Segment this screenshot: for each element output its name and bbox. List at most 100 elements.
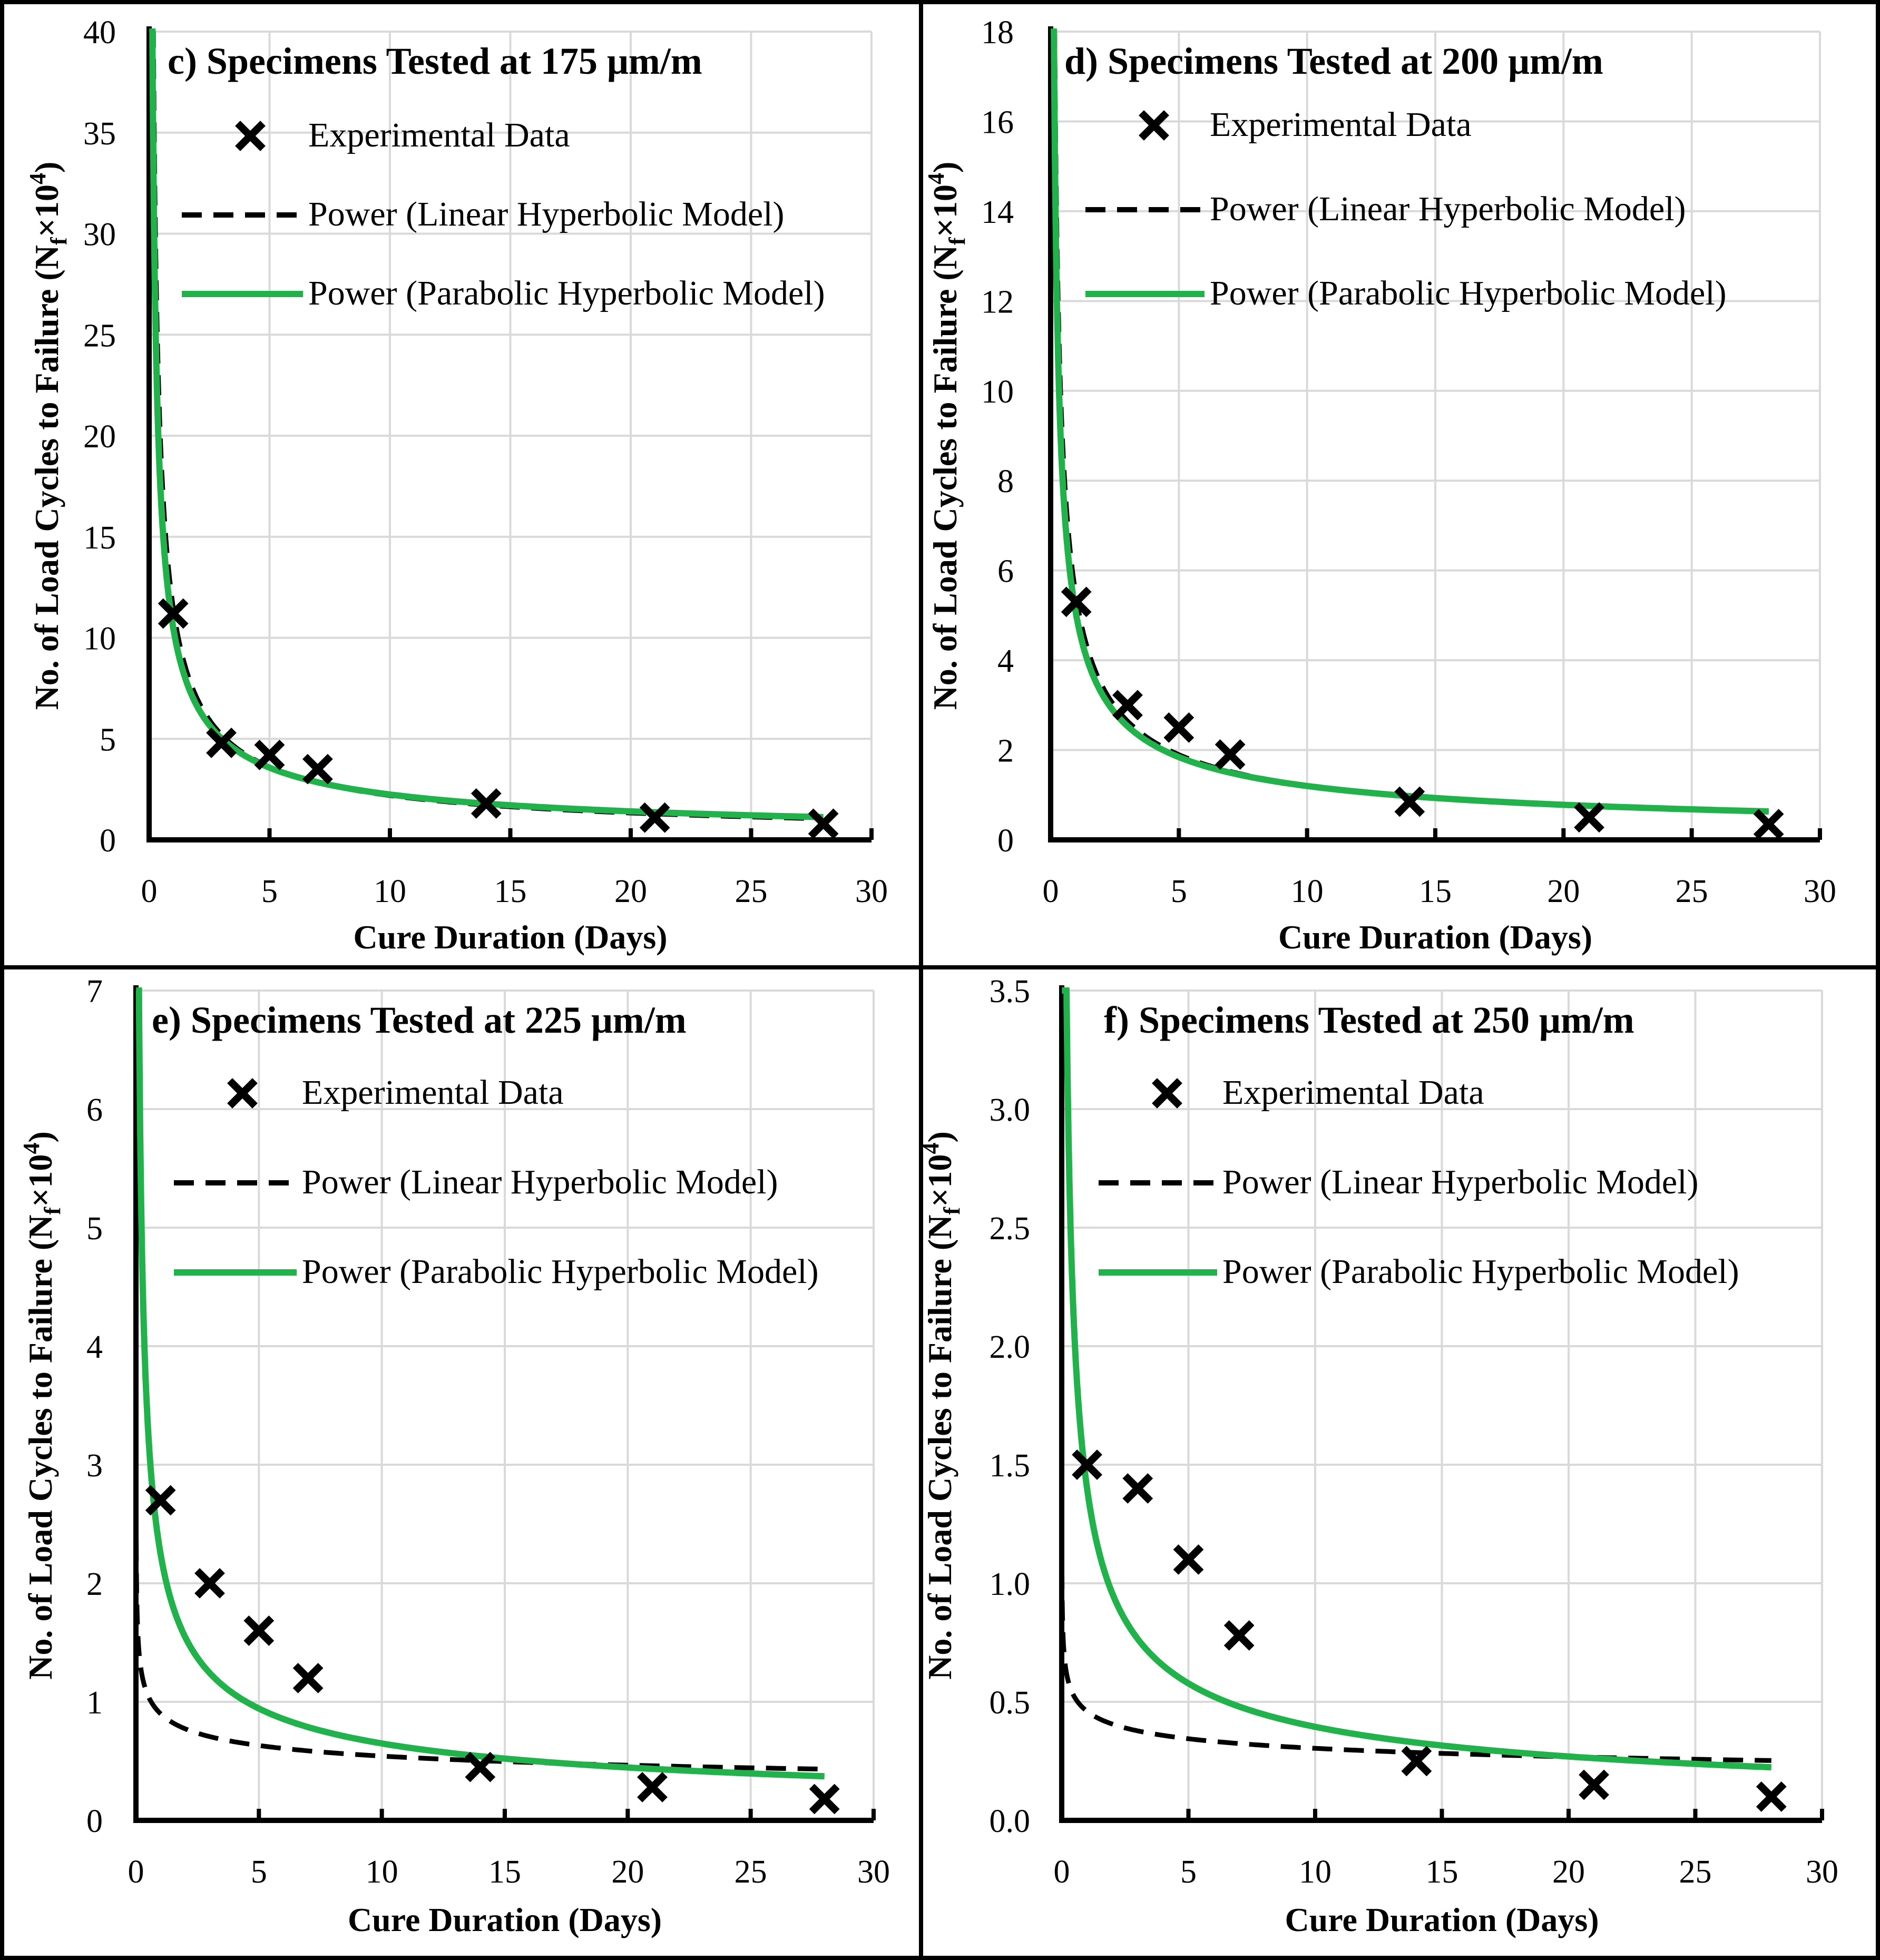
- linear-hyperbolic-fit-line: [133, 1478, 825, 1772]
- y-axis-title-superscript: 4: [923, 173, 949, 184]
- parabolic-hyperbolic-fit-line: [1062, 987, 1772, 1771]
- x-tick-label: 15: [494, 874, 527, 909]
- experimental-point: [158, 598, 189, 629]
- x-marker-stroke-b: [254, 740, 285, 770]
- x-marker-icon: [235, 121, 266, 151]
- y-tick-label: 1.5: [990, 1448, 1031, 1484]
- x-tick-label: 30: [855, 874, 888, 909]
- linear-hyperbolic-fit-line: [1051, 29, 1769, 815]
- y-tick-label: 0.5: [990, 1685, 1031, 1721]
- experimental-point: [639, 802, 670, 833]
- legend-item-linear: Power (Linear Hyperbolic Model): [174, 1163, 778, 1201]
- x-tick-label: 15: [1426, 1854, 1458, 1890]
- experimental-point: [1756, 1781, 1787, 1812]
- x-axis-title: Cure Duration (Days): [353, 918, 667, 956]
- x-marker-stroke-b: [1401, 1746, 1432, 1777]
- legend-item-parabolic: Power (Parabolic Hyperbolic Model): [1099, 1252, 1739, 1291]
- x-marker-stroke-b: [1394, 786, 1425, 817]
- y-tick-label: 1: [86, 1685, 103, 1721]
- x-tick-label: 10: [1299, 1854, 1331, 1890]
- x-marker-stroke-b: [1112, 690, 1143, 721]
- legend-item-parabolic: Power (Parabolic Hyperbolic Model): [1085, 274, 1727, 312]
- y-tick-label: 25: [83, 318, 116, 354]
- x-marker-stroke-b: [206, 728, 237, 758]
- experimental-point: [254, 740, 285, 770]
- y-tick-label: 10: [83, 621, 116, 657]
- x-marker-icon: [227, 1078, 258, 1109]
- x-tick-label: 25: [1676, 874, 1708, 909]
- chart-panel-2: 0 1 2 3 4 5 6 7 0 5 10 15 20 25 30 e) Specimens Tested …: [18, 974, 890, 1938]
- x-axis-title: Cure Duration (Days): [348, 1901, 662, 1938]
- x-marker-stroke-b: [637, 1772, 668, 1802]
- gridlines: [1062, 989, 1823, 1820]
- x-marker-stroke-b: [808, 808, 839, 839]
- y-tick-label: 3.0: [990, 1092, 1031, 1128]
- x-tick-label: 30: [857, 1854, 890, 1890]
- x-tick-label: 25: [1679, 1854, 1712, 1890]
- x-tick-label: 10: [1291, 874, 1324, 909]
- x-axis-title: Cure Duration (Days): [1278, 918, 1592, 956]
- legend-label-experimental: Experimental Data: [1210, 105, 1472, 144]
- y-tick-label: 0.0: [990, 1804, 1031, 1839]
- legend-item-parabolic: Power (Parabolic Hyperbolic Model): [174, 1252, 819, 1291]
- y-axis-title-close: ): [926, 162, 964, 173]
- panel-title: e) Specimens Tested at 225 μm/m: [152, 999, 687, 1041]
- y-tick-label: 2.0: [990, 1329, 1031, 1365]
- y-tick-label: 6: [997, 554, 1014, 590]
- panel-title: f) Specimens Tested at 250 μm/m: [1104, 999, 1634, 1041]
- y-axis-title: No. of Load Cycles to Failure (Nf×104): [18, 1131, 65, 1680]
- y-tick-label: 18: [981, 15, 1014, 51]
- legend-label-experimental: Experimental Data: [302, 1073, 564, 1112]
- x-tick-label: 0: [1054, 1854, 1070, 1890]
- y-axis-title: No. of Load Cycles to Failure (Nf×104): [25, 162, 72, 710]
- experimental-point: [1215, 739, 1246, 770]
- x-marker-stroke-b: [235, 121, 266, 151]
- experimental-point: [1574, 802, 1604, 833]
- legend: Experimental Data Power (Linear Hyperboli…: [1085, 105, 1727, 312]
- experimental-point: [465, 1751, 496, 1782]
- y-axis-title-close: ): [921, 1131, 958, 1142]
- experimental-point: [1753, 809, 1784, 840]
- y-tick-label: 2: [86, 1566, 103, 1602]
- y-axis-title-superscript: 4: [18, 1142, 44, 1154]
- y-axis-title-superscript: 4: [918, 1142, 944, 1154]
- x-tick-label: 25: [735, 874, 768, 909]
- y-axis-title-subscript: f: [939, 1207, 965, 1215]
- experimental-point: [808, 808, 839, 839]
- x-tick-label: 10: [374, 874, 406, 909]
- x-tick-label: 5: [261, 874, 278, 909]
- x-marker-stroke-b: [302, 753, 333, 785]
- y-tick-label: 10: [981, 374, 1014, 410]
- y-tick-label: 5: [86, 1211, 103, 1247]
- experimental-point: [1401, 1746, 1432, 1777]
- x-marker-stroke-b: [1173, 1544, 1204, 1575]
- chart-panel-0: 0 5 10 15 20 25 30 35 40 0 5 10 15 20 25 30 c) Specimens…: [25, 15, 888, 956]
- x-marker-stroke-b: [1072, 1449, 1102, 1480]
- x-marker-stroke-b: [1215, 739, 1246, 770]
- y-axis-title-main: No. of Load Cycles to Failure (N: [28, 245, 65, 710]
- y-axis-title-superscript: 4: [25, 173, 51, 184]
- x-marker-stroke-b: [1061, 586, 1092, 618]
- x-marker-stroke-b: [1574, 802, 1604, 833]
- legend-label-parabolic: Power (Parabolic Hyperbolic Model): [1210, 274, 1727, 312]
- experimental-point: [1122, 1473, 1153, 1504]
- y-axis-title-subscript: f: [40, 1207, 65, 1215]
- x-marker-stroke-b: [1223, 1620, 1255, 1651]
- x-marker-stroke-b: [465, 1751, 496, 1782]
- x-marker-stroke-b: [292, 1663, 324, 1693]
- y-tick-label: 0: [86, 1804, 103, 1839]
- y-axis-title: No. of Load Cycles to Failure (Nf×104): [923, 162, 970, 710]
- y-tick-label: 14: [981, 194, 1014, 230]
- x-tick-label: 30: [1804, 874, 1836, 909]
- y-tick-label: 2.5: [990, 1211, 1031, 1247]
- x-marker-icon: [1139, 110, 1169, 141]
- experimental-point: [809, 1783, 840, 1815]
- y-tick-label: 5: [100, 722, 116, 758]
- x-tick-label: 15: [488, 1854, 521, 1890]
- experimental-point: [206, 728, 237, 758]
- y-tick-label: 20: [83, 419, 116, 455]
- experimental-point: [1579, 1769, 1609, 1800]
- experimental-point: [145, 1485, 176, 1516]
- x-tick-label: 20: [1552, 1854, 1585, 1890]
